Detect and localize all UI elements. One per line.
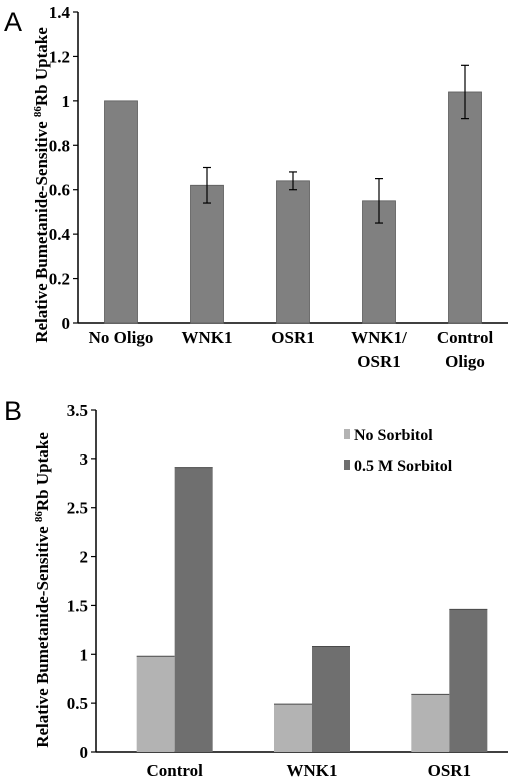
panel-b-category-label: Control xyxy=(146,761,203,780)
panel-b-legend-label: No Sorbitol xyxy=(354,427,433,444)
panel-a-category-label: No Oligo xyxy=(89,328,154,347)
panel-a-category-label: OSR1 xyxy=(271,328,314,347)
panel-b-legend-label: 0.5 M Sorbitol xyxy=(354,458,453,475)
panel-b-category-label: WNK1 xyxy=(287,761,338,780)
panel-a-category-label: OSR1 xyxy=(357,352,400,371)
panel-b-legend-swatch xyxy=(344,460,350,470)
panel-b-y-tick-label: 1.5 xyxy=(67,596,88,615)
panel-a-y-tick-label: 0 xyxy=(62,314,71,333)
panel-b-y-tick-label: 0.5 xyxy=(67,694,88,713)
panel-a-bar xyxy=(448,91,482,324)
panel-a-y-tick-label: 1 xyxy=(62,92,71,111)
panel-a-category-label: Control xyxy=(437,328,494,347)
panel-b-y-axis-label: Relative Bumetanide-Sensitive 86Rb Uptak… xyxy=(33,432,52,748)
panel-b-category-label: OSR1 xyxy=(428,761,471,780)
panel-b-y-tick-label: 2 xyxy=(80,548,89,567)
panel-b-bar xyxy=(411,694,450,752)
panel-a-bar xyxy=(276,180,310,324)
panel-b-letter: B xyxy=(4,396,22,426)
panel-b-y-tick-label: 3.5 xyxy=(67,401,88,420)
panel-a-category-label: WNK1/ xyxy=(351,328,407,347)
panel-a-y-tick-label: 0.4 xyxy=(49,225,71,244)
panel-b-bar xyxy=(174,467,213,752)
panel-b-y-tick-label: 1 xyxy=(80,645,89,664)
panel-a-y-tick-label: 0.2 xyxy=(49,270,70,289)
panel-a-chart: A Relative Bumetanide-Sensitive 86Rb Upt… xyxy=(4,3,508,371)
panel-a-bar xyxy=(190,184,224,324)
panel-a-y-tick-label: 0.6 xyxy=(49,181,70,200)
panel-b-y-tick-label: 0 xyxy=(80,743,89,762)
panel-a-category-label: WNK1 xyxy=(182,328,233,347)
panel-a-y-tick-label: 1.4 xyxy=(49,3,71,22)
panel-b-bar xyxy=(312,646,350,752)
panel-b-legend-swatch xyxy=(344,429,350,439)
panel-a-bar xyxy=(104,100,138,324)
panel-a-y-axis-label: Relative Bumetanide-Sensitive 86Rb Uptak… xyxy=(32,27,51,343)
panel-b-y-tick-label: 3 xyxy=(80,450,89,469)
panel-a-y-tick-label: 0.8 xyxy=(49,136,70,155)
panel-a-category-label: Oligo xyxy=(445,352,485,371)
panel-b-bar xyxy=(274,704,312,752)
panel-b-bar xyxy=(449,609,488,752)
panel-a-y-tick-label: 1.2 xyxy=(49,47,70,66)
panel-a-letter: A xyxy=(4,7,22,37)
panel-b-bar xyxy=(136,656,175,752)
panel-b-chart: B Relative Bumetanide-Sensitive 86Rb Upt… xyxy=(4,396,508,780)
panel-b-y-tick-label: 2.5 xyxy=(67,499,88,518)
